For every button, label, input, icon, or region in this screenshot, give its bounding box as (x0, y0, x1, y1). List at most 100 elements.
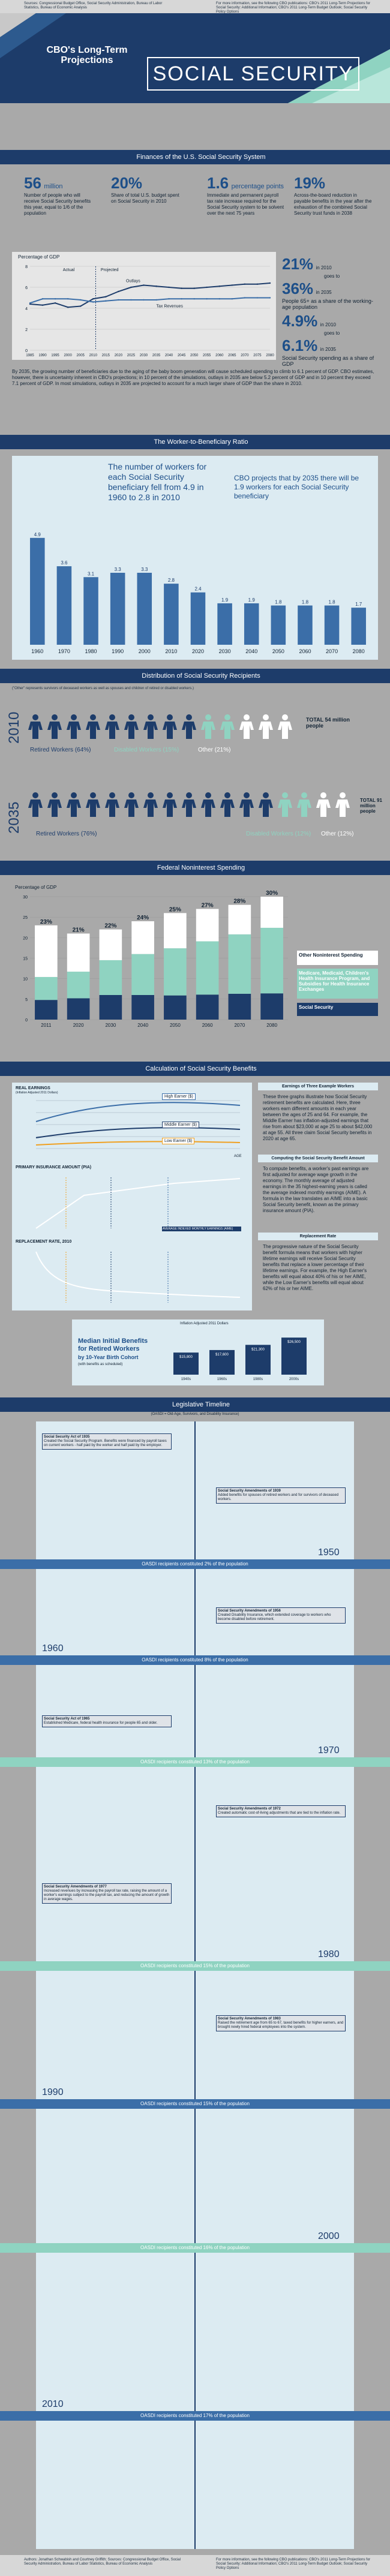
spending-total-label: 27% (202, 903, 214, 909)
aged-goes-to: goes to (324, 273, 340, 279)
data-point (206, 298, 208, 300)
x-tick-label: 2005 (77, 354, 85, 357)
stat-number: 1.6 (207, 174, 229, 192)
act-1965: Social Security Act of 1965 Established M… (42, 1715, 172, 1727)
spending-segment (99, 929, 122, 960)
low-earner-line (35, 1141, 241, 1146)
ratio-year-label: 1960 (31, 648, 43, 654)
data-point (143, 299, 145, 301)
low-earner-label: Low Earner ($) (162, 1138, 195, 1144)
milestone-1970: OASDI recipients constituted 13% of the … (0, 1757, 390, 1767)
y-tick-label: 2 (25, 328, 28, 332)
series-line-tax-revenues (29, 297, 270, 304)
spending-total-label: 30% (266, 891, 278, 897)
spending-section-title: Federal Noninterest Spending (0, 861, 390, 875)
y-tick-label: 6 (25, 286, 28, 290)
data-point (80, 299, 82, 301)
finances-paragraph: By 2035, the growing number of beneficia… (12, 369, 374, 386)
person-icon (124, 792, 139, 817)
footer-more-info: For more information, see the following … (216, 2558, 371, 2570)
x-tick-label: 1985 (26, 354, 34, 357)
ratio-year-label: 2080 (353, 648, 365, 654)
person-icon (335, 792, 350, 817)
data-point (29, 303, 31, 305)
act-text: Created Disability Insurance, which exte… (218, 1613, 331, 1621)
spending-year-label: 2020 (73, 1023, 84, 1028)
ratio-value-label: 3.1 (88, 571, 95, 576)
total-2035: TOTAL 91 million people (360, 798, 382, 814)
spending-segment (196, 994, 219, 1020)
x-tick-label: 2070 (241, 354, 249, 357)
person-icon (67, 714, 81, 739)
milestone-1990: OASDI recipients constituted 15% of the … (0, 2099, 390, 2109)
spending-segment (67, 972, 90, 999)
x-tick-label: 2075 (253, 354, 262, 357)
stat-beneficiaries: 56 million Number of people who will rec… (24, 174, 96, 217)
x-tick-label: 2065 (228, 354, 236, 357)
replacement-chart (35, 1251, 241, 1303)
distribution-section-header: Distribution of Social Security Recipien… (0, 669, 390, 683)
year-1960: 1960 (42, 1643, 64, 1654)
ratio-value-label: 3.3 (115, 567, 122, 572)
ratio-value-label: 1.8 (302, 600, 309, 605)
data-point (256, 283, 259, 285)
act-1983: Social Security Amendments of 1983 Raised… (216, 2015, 346, 2031)
stat-unit: percentage points (231, 183, 284, 190)
y-tick-label: 10 (23, 978, 28, 982)
data-point (130, 286, 132, 288)
data-point (269, 297, 271, 299)
x-tick-label: 2015 (102, 354, 110, 357)
y-tick-label: 30 (23, 895, 28, 900)
top-source-bar: Sources: Congressional Budget Office, So… (0, 0, 390, 14)
act-text: Created automatic cost-of-living adjustm… (218, 1811, 341, 1815)
x-tick-label: 2080 (266, 354, 274, 357)
spending-share-callout: 4.9% in 2010 goes to 6.1% in 2035 Social… (282, 312, 381, 367)
ratio-year-label: 2010 (165, 648, 177, 654)
x-tick-label: 2010 (89, 354, 98, 357)
age-axis-label: AGE (234, 1155, 242, 1158)
x-tick-label: 2040 (165, 354, 173, 357)
median-value-label: $17,600 (215, 1353, 229, 1357)
milestone-1980: OASDI recipients constituted 15% of the … (0, 1961, 390, 1971)
disabled-2010-label: Disabled Workers (15%) (114, 747, 179, 753)
act-title: Social Security Act of 1965 (44, 1717, 90, 1721)
data-point (193, 298, 195, 300)
footer: Authors: Jonathan Schwabish and Courtney… (0, 2555, 390, 2576)
median-cohort-label: 1960s (217, 1378, 227, 1381)
data-point (67, 306, 69, 308)
data-point (244, 283, 246, 285)
x-tick-label: 2035 (152, 354, 161, 357)
ratio-year-label: 2020 (192, 648, 204, 654)
high-earner-label: High Earner ($) (162, 1093, 196, 1100)
person-icon (105, 792, 119, 817)
cbo-title: CBO's Long-Term Projections (46, 45, 128, 65)
examples-head: Earnings of Three Example Workers (258, 1083, 378, 1090)
data-point (105, 300, 107, 302)
distribution-note: ("Other" represents survivors of decease… (12, 687, 194, 690)
footer-authors: Authors: Jonathan Schwabish and Courtney… (24, 2558, 181, 2566)
outlays-chart: 0 2 4 6 8 1985 1990 1995 2000 2005 2010 2015 2020 202… (25, 265, 274, 357)
spending-segment (260, 993, 283, 1020)
sources-text: Sources: Congressional Budget Office, So… (24, 2, 163, 10)
ratio-bar (351, 608, 366, 645)
spending-total-label: 23% (40, 919, 52, 925)
ratio-bar (137, 573, 152, 645)
person-icon (47, 792, 62, 817)
person-icon (163, 792, 177, 817)
act-1956: Social Security Amendments of 1956 Create… (216, 1607, 346, 1624)
person-icon (259, 792, 273, 817)
act-title: Social Security Amendments of 1977 (44, 1885, 107, 1889)
ratio-value-label: 3.3 (141, 567, 148, 572)
high-earner-line (35, 1102, 241, 1122)
spending-segment (164, 948, 187, 996)
ratio-value-label: 2.4 (194, 587, 202, 592)
year-2010-label: 2010 (6, 711, 22, 744)
person-icon (239, 792, 254, 817)
spending-segment (196, 909, 219, 942)
aged-value-2010: 21% (282, 255, 314, 273)
spending-segment (196, 941, 219, 995)
person-icon (278, 714, 292, 739)
median-bar (281, 1337, 307, 1375)
year-2010: 2010 (42, 2399, 64, 2409)
ratio-section-header: The Worker-to-Beneficiary Ratio (0, 435, 390, 449)
